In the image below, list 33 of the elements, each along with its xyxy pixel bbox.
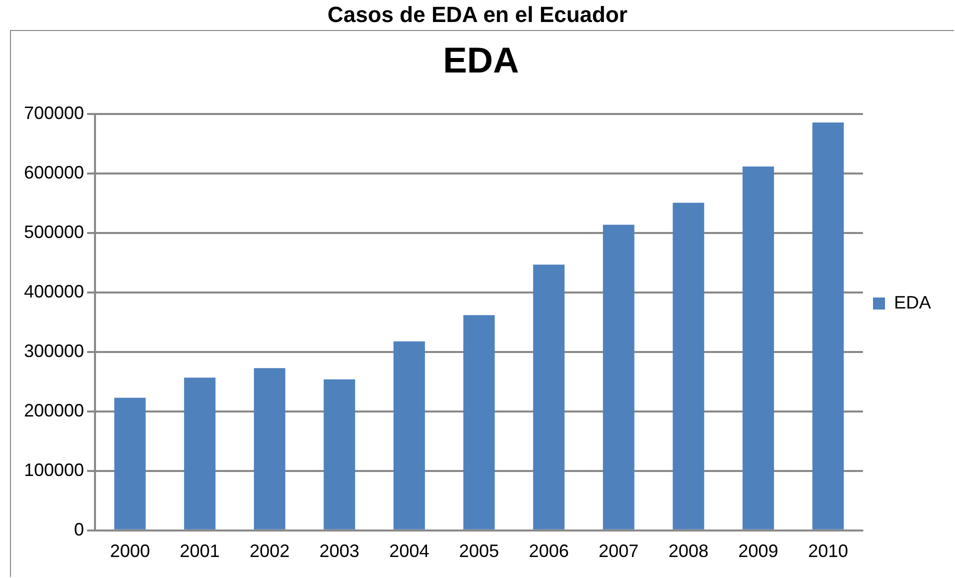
bar — [254, 368, 286, 530]
y-tick-label: 600000 — [24, 162, 84, 183]
x-tick-label: 2006 — [528, 541, 569, 562]
x-tick-label: 2010 — [808, 541, 848, 562]
y-tick-label: 0 — [74, 519, 84, 540]
y-tick-label: 700000 — [24, 103, 84, 124]
bar — [672, 202, 704, 530]
bar — [324, 379, 356, 530]
x-tick-label: 2002 — [250, 541, 290, 562]
chart-title: Casos de EDA en el Ecuador — [326, 2, 628, 28]
x-tick-label: 2009 — [738, 541, 778, 562]
legend-label: EDA — [894, 292, 932, 312]
y-tick-label: 200000 — [24, 400, 84, 420]
chart-subtitle: EDA — [442, 40, 520, 81]
bar — [463, 315, 495, 530]
bar — [742, 166, 774, 530]
x-tick-label: 2005 — [459, 541, 500, 562]
bar — [533, 264, 565, 530]
x-tick-label: 2001 — [180, 541, 220, 562]
x-tick-label: 2007 — [598, 541, 639, 562]
bar — [184, 378, 216, 530]
x-tick-label: 2000 — [110, 541, 150, 562]
x-tick-label: 2008 — [668, 541, 708, 562]
bar — [114, 398, 146, 530]
y-tick-label: 500000 — [24, 222, 84, 242]
y-tick-label: 100000 — [24, 460, 84, 480]
bar — [602, 224, 634, 530]
x-tick-label: 2003 — [319, 541, 360, 562]
bar — [394, 341, 425, 530]
y-tick-label: 400000 — [24, 282, 84, 302]
x-tick-label: 2004 — [389, 541, 430, 562]
bar — [812, 122, 844, 530]
y-tick-label: 300000 — [24, 340, 84, 361]
